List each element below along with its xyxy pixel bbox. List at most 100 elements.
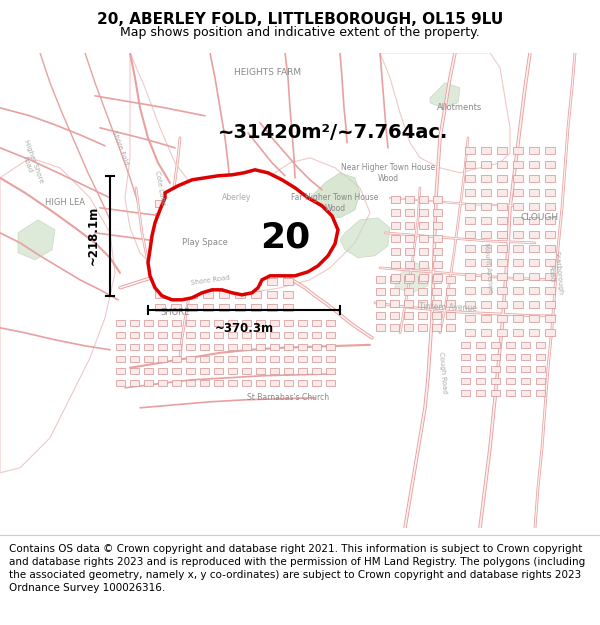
Bar <box>130 332 139 338</box>
Bar <box>497 217 507 224</box>
Bar <box>143 380 152 386</box>
Bar <box>251 265 261 272</box>
Bar <box>431 288 440 295</box>
Bar <box>433 222 442 229</box>
Bar <box>376 288 385 295</box>
Bar <box>311 356 320 362</box>
Text: Play Space: Play Space <box>182 238 228 248</box>
Bar <box>536 378 545 384</box>
Bar <box>227 368 236 374</box>
Bar <box>171 291 181 298</box>
Bar <box>376 276 385 283</box>
Bar <box>433 196 442 203</box>
Bar <box>418 324 427 331</box>
Bar <box>497 231 507 238</box>
Bar <box>465 329 475 336</box>
Bar <box>171 253 181 259</box>
Bar <box>155 278 165 285</box>
Text: 20: 20 <box>260 221 310 255</box>
Bar <box>219 291 229 298</box>
Bar <box>545 315 555 322</box>
Text: Higher Shore
Road: Higher Shore Road <box>16 139 44 186</box>
Bar <box>497 315 507 322</box>
Bar <box>529 259 539 266</box>
Bar <box>311 320 320 326</box>
Bar <box>419 196 427 203</box>
Polygon shape <box>340 217 390 258</box>
Bar <box>283 291 293 298</box>
Bar <box>203 226 213 233</box>
Bar <box>513 288 523 294</box>
Bar <box>481 329 491 336</box>
Bar <box>497 175 507 182</box>
Bar <box>418 300 427 308</box>
Bar <box>389 288 398 295</box>
Bar <box>203 291 213 298</box>
Bar <box>465 231 475 238</box>
Bar <box>187 265 197 272</box>
Bar <box>481 175 491 182</box>
Bar <box>284 344 293 350</box>
Bar <box>529 175 539 182</box>
Text: Aberley: Aberley <box>223 193 251 202</box>
Bar <box>311 380 320 386</box>
Bar <box>481 301 491 308</box>
Bar <box>241 332 251 338</box>
Bar <box>203 213 213 220</box>
Bar <box>505 390 515 396</box>
Bar <box>203 200 213 208</box>
Bar <box>419 222 427 229</box>
Text: Contains OS data © Crown copyright and database right 2021. This information is : Contains OS data © Crown copyright and d… <box>9 544 585 593</box>
Bar <box>251 253 261 259</box>
Bar <box>497 329 507 336</box>
Bar <box>481 288 491 294</box>
Bar <box>391 261 400 268</box>
Bar <box>389 312 398 319</box>
Bar <box>155 213 165 220</box>
Bar <box>481 189 491 196</box>
Bar <box>545 161 555 168</box>
Bar <box>187 239 197 246</box>
Bar <box>143 320 152 326</box>
Bar <box>529 217 539 224</box>
Bar <box>505 366 515 372</box>
Bar <box>298 320 307 326</box>
Text: Allotments: Allotments <box>437 103 482 112</box>
Bar <box>214 344 223 350</box>
Bar <box>172 368 181 374</box>
Bar <box>241 356 251 362</box>
Bar <box>521 378 530 384</box>
Polygon shape <box>430 82 460 107</box>
Bar <box>513 189 523 196</box>
Text: Near Higher Town House
Wood: Near Higher Town House Wood <box>341 163 435 182</box>
Bar <box>157 356 167 362</box>
Bar <box>298 332 307 338</box>
Bar <box>187 200 197 208</box>
Bar <box>199 344 209 350</box>
Bar <box>404 324 413 331</box>
Bar <box>187 304 197 311</box>
Text: Shore Road: Shore Road <box>190 274 230 286</box>
Bar <box>284 332 293 338</box>
Bar <box>497 259 507 266</box>
Bar <box>465 189 475 196</box>
Bar <box>419 261 427 268</box>
Bar <box>418 312 427 319</box>
Bar <box>187 226 197 233</box>
Bar <box>311 332 320 338</box>
Bar <box>241 368 251 374</box>
Bar <box>219 265 229 272</box>
Bar <box>445 276 455 283</box>
Bar <box>256 380 265 386</box>
Text: ~370.3m: ~370.3m <box>214 322 274 335</box>
Bar <box>267 226 277 233</box>
Bar <box>461 366 470 372</box>
Bar <box>545 189 555 196</box>
Bar <box>284 320 293 326</box>
Bar <box>203 265 213 272</box>
Bar <box>325 368 335 374</box>
Bar <box>267 278 277 285</box>
Bar <box>185 320 194 326</box>
Bar <box>251 304 261 311</box>
Bar <box>513 315 523 322</box>
